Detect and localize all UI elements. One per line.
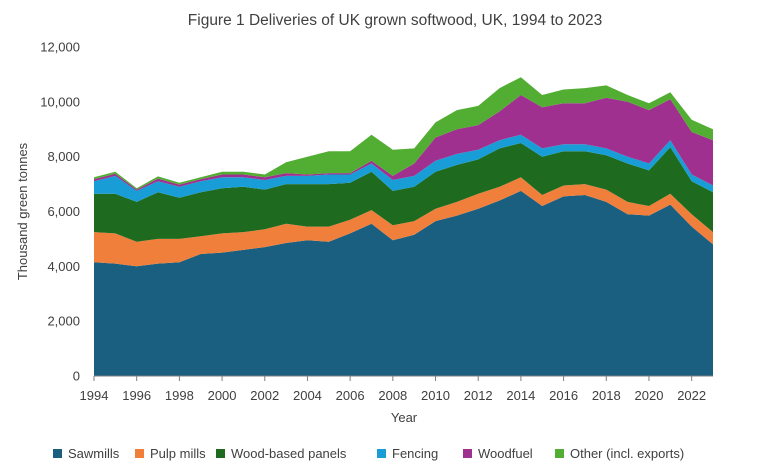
legend-swatch (135, 449, 144, 458)
y-axis-label: Thousand green tonnes (15, 142, 30, 280)
legend-swatch (377, 449, 386, 458)
legend-label: Pulp mills (150, 446, 206, 461)
x-tick-label: 1994 (80, 388, 109, 403)
x-tick-label: 2016 (549, 388, 578, 403)
x-tick-label: 2006 (336, 388, 365, 403)
y-tick-label: 12,000 (40, 40, 80, 55)
legend-label: Sawmills (68, 446, 120, 461)
area-series-3 (94, 134, 713, 202)
y-tick-label: 4,000 (47, 259, 80, 274)
x-tick-label: 2002 (250, 388, 279, 403)
x-tick-label: 1998 (165, 388, 194, 403)
y-tick-label: 10,000 (40, 94, 80, 109)
x-tick-label: 1996 (122, 388, 151, 403)
axes: 0 2,000 4,000 6,000 8,000 10,000 12,000 1994 199… (40, 40, 713, 403)
area-series-1 (94, 177, 713, 267)
area-series-4 (94, 95, 713, 191)
area-series-0 (94, 190, 713, 376)
y-tick-label: 6,000 (47, 204, 80, 219)
area-layers (94, 77, 713, 376)
area-series-2 (94, 143, 713, 242)
legend-label: Fencing (392, 446, 438, 461)
x-tick-label: 2004 (293, 388, 322, 403)
x-tick-label: 2018 (592, 388, 621, 403)
legend-label: Other (incl. exports) (570, 446, 684, 461)
legend-swatch (555, 449, 564, 458)
legend-swatch (53, 449, 62, 458)
x-tick-label: 2012 (464, 388, 493, 403)
x-tick-label: 2022 (677, 388, 706, 403)
x-tick-label: 2014 (506, 388, 535, 403)
legend: Sawmills Pulp mills Wood-based panels Fenci… (53, 446, 684, 461)
area-series-5 (94, 77, 713, 190)
x-tick-label: 2010 (421, 388, 450, 403)
legend-swatch (216, 449, 225, 458)
legend-label: Wood-based panels (231, 446, 347, 461)
chart-title: Figure 1 Deliveries of UK grown softwood… (188, 12, 602, 29)
y-tick-label: 8,000 (47, 149, 80, 164)
x-tick-label: 2000 (208, 388, 237, 403)
x-tick-label: 2020 (635, 388, 664, 403)
y-tick-label: 0 (73, 369, 80, 384)
legend-swatch (463, 449, 472, 458)
y-tick-label: 2,000 (47, 314, 80, 329)
x-axis-label: Year (391, 410, 418, 425)
x-tick-label: 2008 (378, 388, 407, 403)
legend-label: Woodfuel (478, 446, 533, 461)
